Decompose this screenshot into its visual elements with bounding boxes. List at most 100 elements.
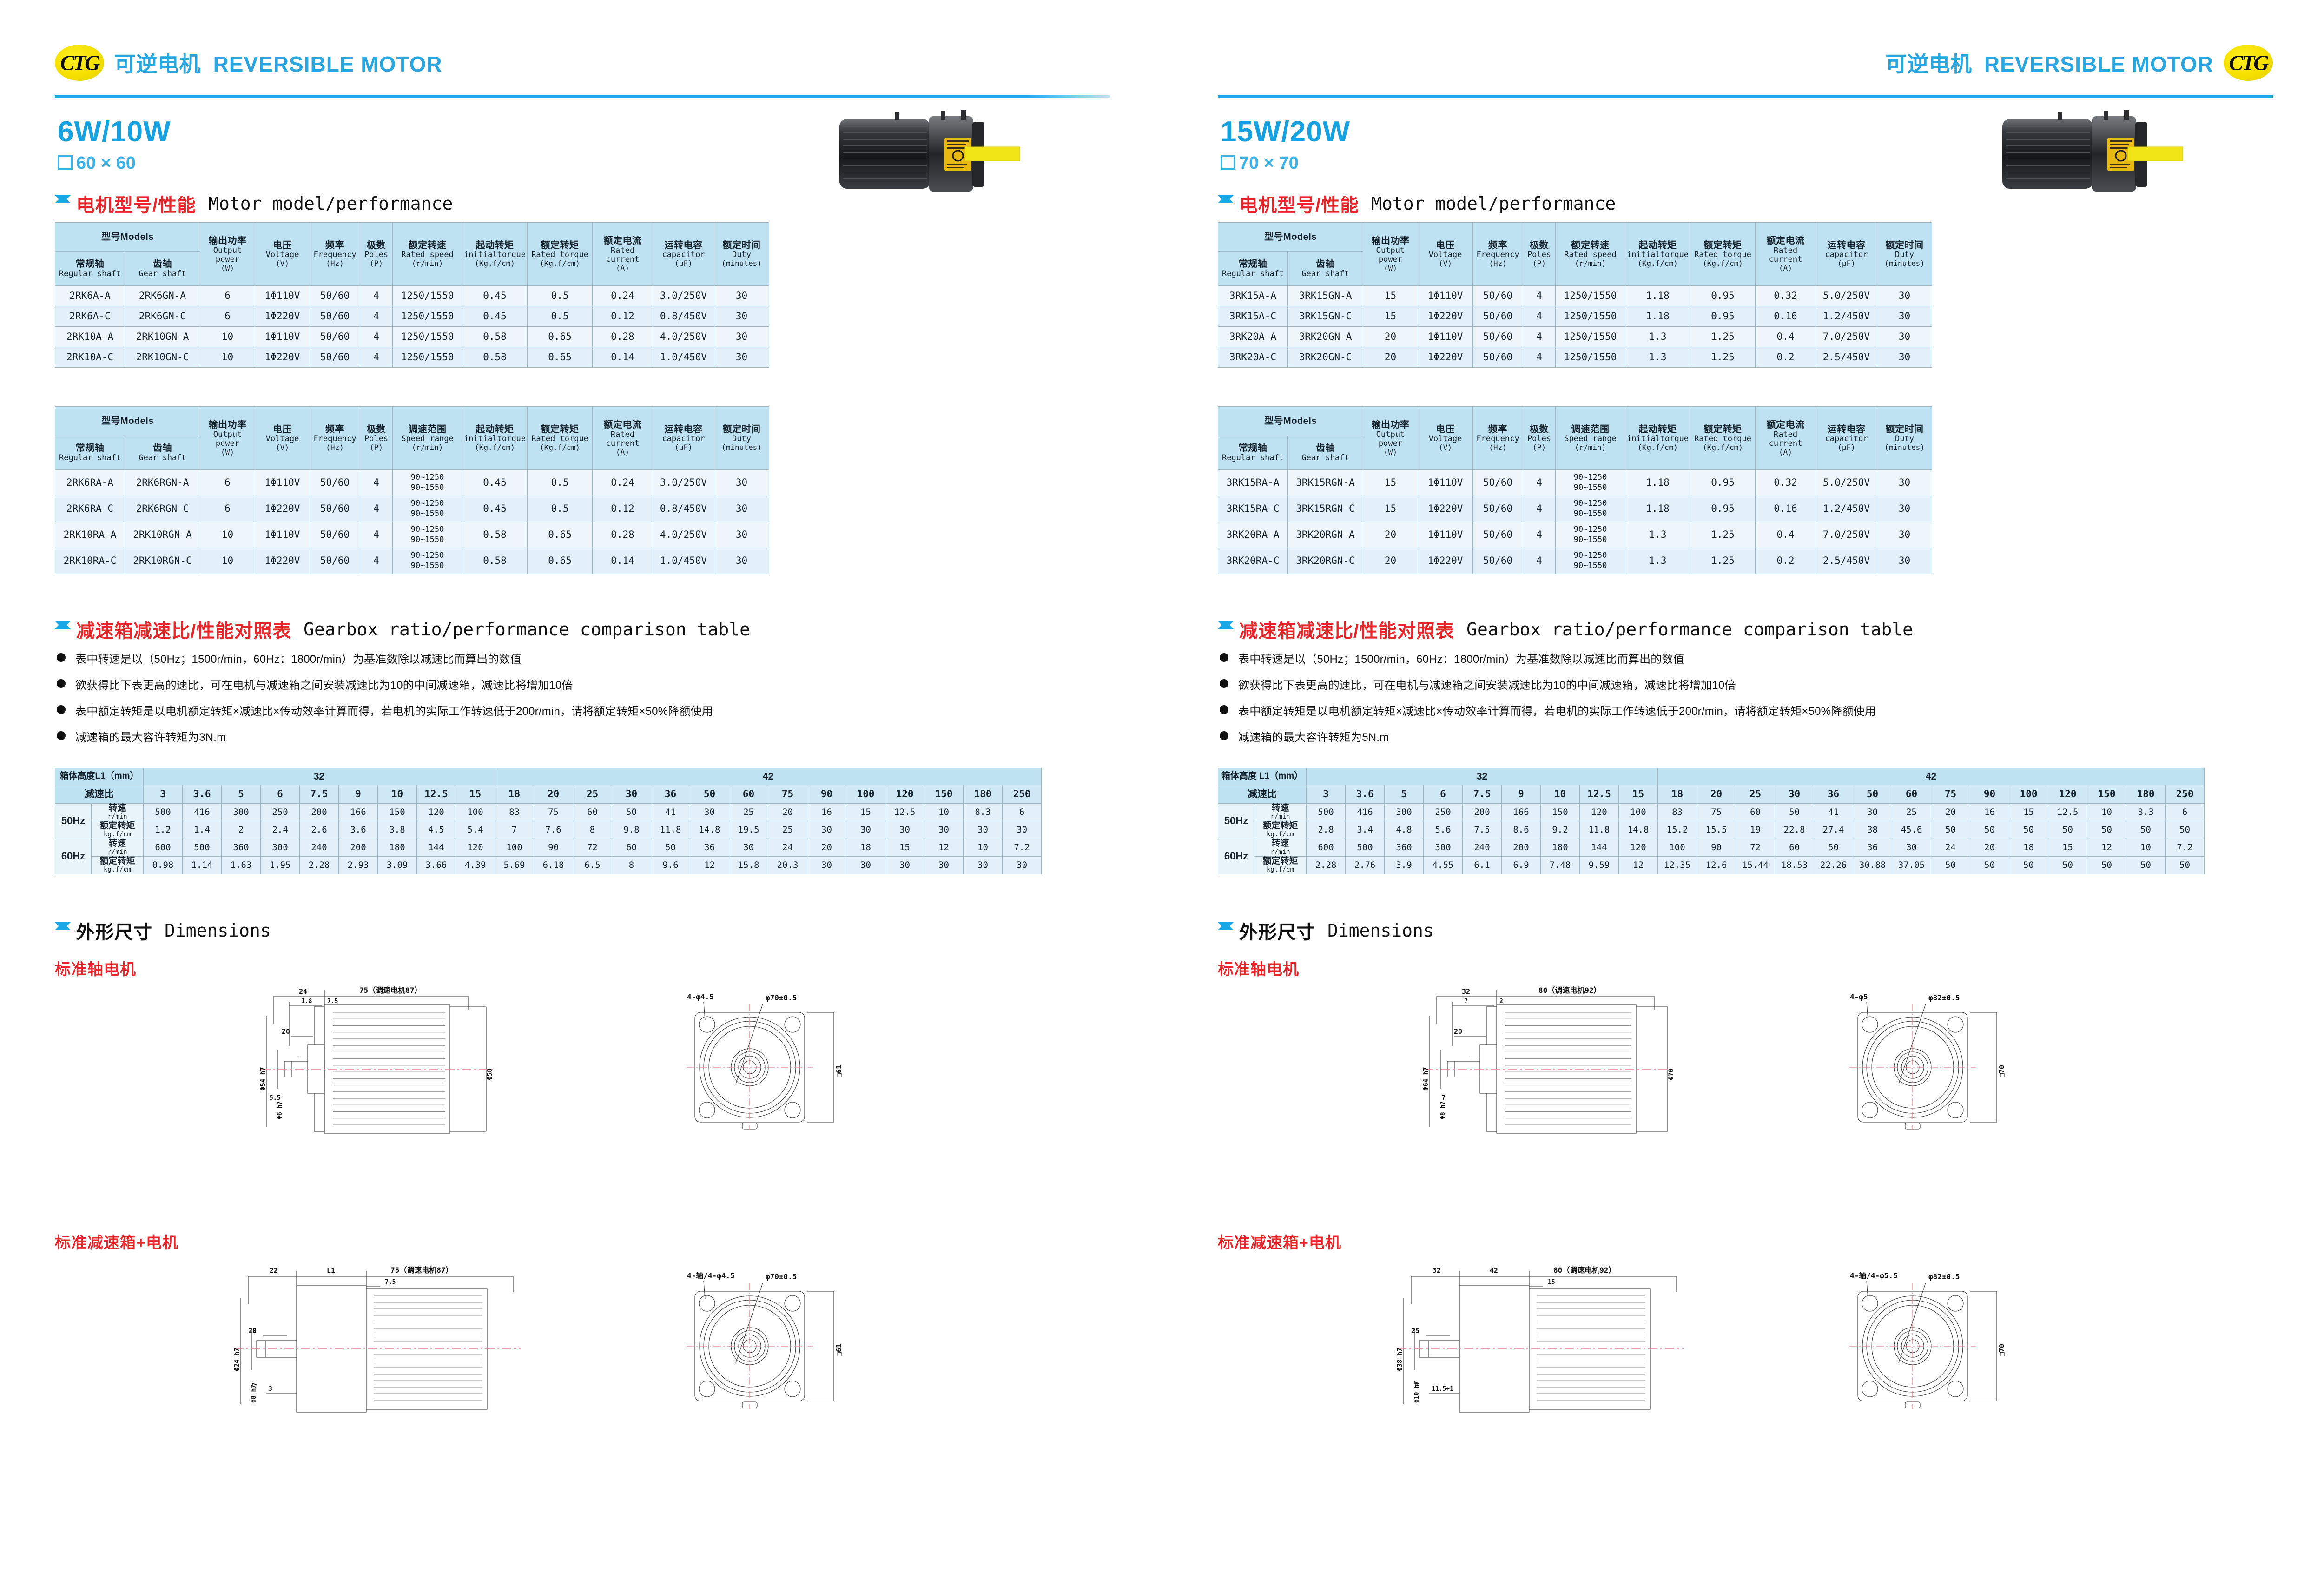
- gbx-value: 12: [690, 856, 730, 874]
- dim-title-motor: 标准轴电机: [1218, 961, 1299, 978]
- th-col-8: 运转电容 capacitor (μF): [1816, 406, 1877, 470]
- gbx-ratio-13: 36: [651, 785, 691, 804]
- gbx-value: 0.98: [143, 856, 183, 874]
- svg-text:15: 15: [1548, 1279, 1555, 1286]
- cell-c6: 90~1250 90~1550: [392, 548, 462, 574]
- cell-c1: 3RK20GN-C: [1287, 347, 1363, 368]
- gbx-value: 10: [2087, 803, 2127, 821]
- cell-c11: 30: [714, 522, 769, 548]
- svg-text:42: 42: [1490, 1266, 1498, 1275]
- gbx-value: 50: [1775, 803, 1815, 821]
- cell-c5: 4: [360, 285, 393, 306]
- dim-drawing-motor-front: 4-φ5 φ82±0.5 □70: [1831, 976, 2008, 1162]
- gbx-metric: 转速 r/min: [1254, 839, 1307, 857]
- gbx-ratio-2: 5: [1384, 785, 1424, 804]
- gbx-value: 2.4: [260, 821, 300, 839]
- note-item-1: 欲获得比下表更高的速比，可在电机与减速箱之间安装减速比为10的中间减速箱，减速比…: [55, 676, 1110, 692]
- cell-c10: 7.0/250V: [1816, 326, 1877, 347]
- spec-table-speed-control: 型号Models 输出功率 Output power (W) 电压 Voltage (V) 频…: [55, 406, 769, 574]
- spec-table-standard: 型号Models 输出功率 Output power (W) 电压 Voltage (V) 频…: [1218, 222, 1932, 368]
- gbx-value: 72: [1736, 839, 1776, 857]
- gbx-value: 15: [2009, 803, 2049, 821]
- note-item-2: 表中额定转矩是以电机额定转矩×减速比×传动效率计算而得，若电机的实际工作转速低于…: [55, 702, 1110, 718]
- cell-c10: 0.8/450V: [653, 306, 714, 327]
- cell-c8: 0.65: [527, 347, 593, 368]
- gbx-value: 15.5: [1697, 821, 1736, 839]
- gbx-value: 30: [846, 821, 886, 839]
- gbx-group-0: 32: [1306, 768, 1658, 785]
- gbx-group-1: 42: [1657, 768, 2205, 785]
- cell-c7: 1.3: [1625, 548, 1690, 574]
- cell-c4: 50/60: [1472, 522, 1523, 548]
- th-models: 型号Models: [55, 406, 200, 436]
- gbx-value: 41: [651, 803, 691, 821]
- cell-c3: 1Φ110V: [255, 326, 310, 347]
- note-item-1: 欲获得比下表更高的速比，可在电机与减速箱之间安装减速比为10的中间减速箱，减速比…: [1218, 676, 2273, 692]
- gbx-ratio-11: 25: [1736, 785, 1776, 804]
- svg-text:3: 3: [269, 1386, 272, 1393]
- ctg-logo-icon: CTG: [55, 45, 104, 81]
- cell-c7: 1.18: [1625, 285, 1690, 306]
- cell-c2: 10: [200, 522, 255, 548]
- gbx-ratio-16: 75: [768, 785, 808, 804]
- note-item-3: 减速箱的最大容许转矩为5N.m: [1218, 728, 2273, 744]
- cell-c9: 0.28: [592, 326, 653, 347]
- gbx-value: 5.69: [495, 856, 535, 874]
- gbx-ratio-17: 90: [807, 785, 847, 804]
- power-rating-label: 6W/10W: [58, 116, 171, 148]
- cell-c0: 2RK6A-C: [55, 306, 125, 327]
- table-row: 3RK15A-C 3RK15GN-C 15 1Φ220V 50/60 4 1250/1550…: [1218, 306, 1932, 327]
- frame-size-label: 70 × 70: [1221, 153, 1299, 173]
- gbx-value: 240: [1462, 839, 1502, 857]
- cell-c5: 4: [1523, 326, 1556, 347]
- gbx-value: 30: [924, 856, 964, 874]
- gbx-ratio-9: 18: [495, 785, 535, 804]
- gbx-ratio-15: 60: [1892, 785, 1932, 804]
- gbx-value: 5.4: [455, 821, 495, 839]
- gbx-value: 144: [1579, 839, 1619, 857]
- gbx-value: 30: [885, 856, 925, 874]
- gbx-ratio-14: 50: [690, 785, 730, 804]
- svg-text:7.5: 7.5: [385, 1279, 396, 1286]
- gbx-value: 6.1: [1462, 856, 1502, 874]
- svg-text:20: 20: [1454, 1027, 1462, 1036]
- cell-c8: 0.5: [527, 306, 593, 327]
- gbx-value: 4.39: [455, 856, 495, 874]
- cell-c5: 4: [360, 306, 393, 327]
- gbx-value: 30: [1002, 856, 1042, 874]
- motor-photo-svg: [2002, 110, 2183, 192]
- cell-c9: 0.2: [1755, 548, 1816, 574]
- th-col-4: 额定转速 Rated speed (r/min): [1555, 222, 1625, 286]
- th-gear-shaft: 齿轴 Gear shaft: [125, 436, 200, 470]
- section-gearbox-ratio: 减速箱减速比/性能对照表 Gearbox ratio/performance co…: [1218, 614, 1913, 643]
- gbx-value: 240: [299, 839, 339, 857]
- cell-c2: 15: [1363, 285, 1418, 306]
- th-col-2: 频率 Frequency (Hz): [1472, 222, 1523, 286]
- gbx-ratio-0: 3: [143, 785, 183, 804]
- cell-c5: 4: [1523, 347, 1556, 368]
- gbx-value: 9.2: [1540, 821, 1580, 839]
- gbx-ratio-20: 150: [2087, 785, 2127, 804]
- table-row: 3RK20RA-A 3RK20RGN-A 20 1Φ110V 50/60 4 90~1250…: [1218, 522, 1932, 548]
- gbx-value: 6: [1002, 803, 1042, 821]
- cell-c4: 50/60: [1472, 306, 1523, 327]
- svg-text:4-轴/4-φ4.5: 4-轴/4-φ4.5: [687, 1271, 735, 1280]
- gbx-value: 50: [651, 839, 691, 857]
- th-col-5: 起动转矩 initialtorque (Kg.f/cm): [1625, 406, 1690, 470]
- gbx-value: 15.8: [729, 856, 769, 874]
- header-rule: [1218, 95, 2273, 98]
- table-row: 2RK10A-C 2RK10GN-C 10 1Φ220V 50/60 4 1250/1550…: [55, 347, 769, 368]
- cell-c6: 90~1250 90~1550: [392, 522, 462, 548]
- table-row: 3RK20A-C 3RK20GN-C 20 1Φ220V 50/60 4 1250/1550…: [1218, 347, 1932, 368]
- cell-c11: 30: [714, 306, 769, 327]
- dim-drawing-motor-front: 4-φ4.5 φ70±0.5 □61: [668, 976, 845, 1162]
- cell-c8: 0.95: [1690, 469, 1756, 496]
- svg-text:75（调速电机87）: 75（调速电机87）: [359, 986, 422, 995]
- cell-c4: 50/60: [310, 496, 360, 522]
- cell-c6: 1250/1550: [1555, 347, 1625, 368]
- cell-c9: 0.12: [592, 496, 653, 522]
- svg-text:5.5: 5.5: [270, 1095, 280, 1102]
- cell-c0: 3RK15A-C: [1218, 306, 1288, 327]
- cell-c3: 1Φ220V: [1418, 548, 1473, 574]
- motor-front-view-drawing: 4-φ5 φ82±0.5 □70: [1849, 992, 2006, 1130]
